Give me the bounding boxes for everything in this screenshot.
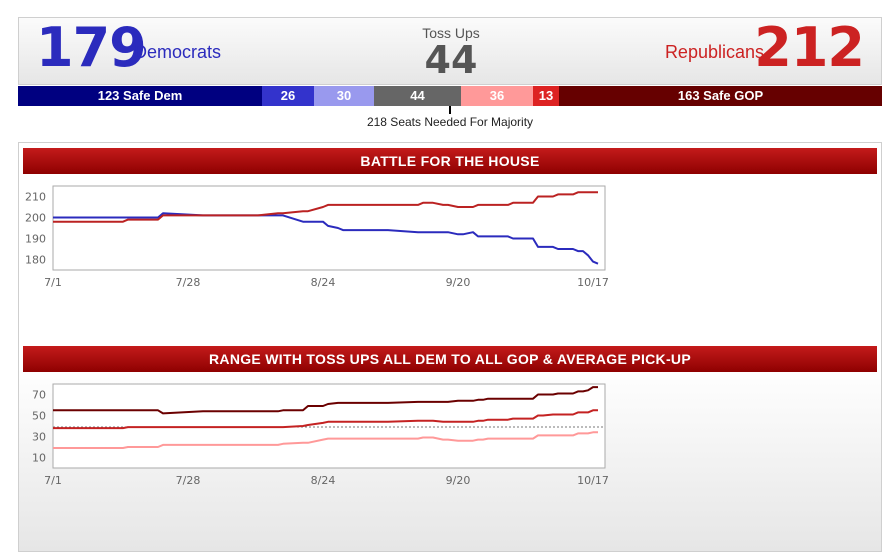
series-line — [53, 386, 598, 415]
range-chart-banner: RANGE WITH TOSS UPS ALL DEM TO ALL GOP &… — [23, 346, 877, 372]
seat-distribution-bar: 123 Safe Dem 26 30 44 36 13 163 Safe GOP — [18, 86, 882, 106]
range-line-chart: 10 30 50 70 7/1 7/28 8/24 9/20 10/17 — [32, 383, 609, 487]
dem-label: Democrats — [134, 42, 222, 62]
x-tick-label: 10/17 — [577, 276, 609, 289]
y-tick-label: 210 — [25, 191, 46, 204]
summary-header: 179 Democrats Toss Ups 44 Republicans 21… — [18, 16, 882, 85]
tossup-count: 44 — [424, 38, 478, 82]
y-tick-label: 50 — [32, 410, 46, 423]
x-tick-label: 9/20 — [446, 276, 471, 289]
x-tick-label: 8/24 — [311, 474, 336, 487]
y-tick-label: 10 — [32, 452, 46, 465]
y-tick-label: 190 — [25, 233, 46, 246]
series-line — [53, 431, 598, 449]
majority-text: 218 Seats Needed For Majority — [366, 115, 534, 129]
seat-segment: 36 — [461, 86, 533, 106]
x-tick-label: 7/1 — [44, 474, 62, 487]
seat-segment: 163 Safe GOP — [559, 86, 882, 106]
house-line-chart: 180 190 200 210 7/1 7/28 8/24 9/20 10/17 — [25, 185, 609, 289]
dem-seat-count: 179 — [36, 16, 147, 79]
majority-marker — [449, 106, 451, 114]
x-tick-label: 7/1 — [44, 276, 62, 289]
x-tick-label: 8/24 — [311, 276, 336, 289]
series-line — [53, 409, 598, 430]
seat-segment: 13 — [533, 86, 559, 106]
seat-segment: 26 — [262, 86, 314, 106]
x-tick-label: 7/28 — [176, 474, 201, 487]
house-chart-banner: BATTLE FOR THE HOUSE — [23, 148, 877, 174]
x-tick-label: 10/17 — [577, 474, 609, 487]
tossup-label: Toss Ups — [422, 25, 480, 41]
seat-segment: 44 — [374, 86, 461, 106]
y-tick-label: 70 — [32, 389, 46, 402]
y-tick-label: 30 — [32, 431, 46, 444]
x-tick-label: 9/20 — [446, 474, 471, 487]
seat-segment: 30 — [314, 86, 374, 106]
series-line — [53, 212, 599, 265]
seat-segment: 123 Safe Dem — [18, 86, 262, 106]
series-line — [53, 191, 598, 223]
x-tick-label: 7/28 — [176, 276, 201, 289]
gop-label: Republicans — [664, 42, 764, 62]
plot-area — [52, 185, 606, 271]
y-tick-label: 200 — [25, 212, 46, 225]
y-tick-label: 180 — [25, 254, 46, 267]
gop-seat-count: 212 — [754, 16, 865, 79]
plot-area — [52, 383, 606, 469]
